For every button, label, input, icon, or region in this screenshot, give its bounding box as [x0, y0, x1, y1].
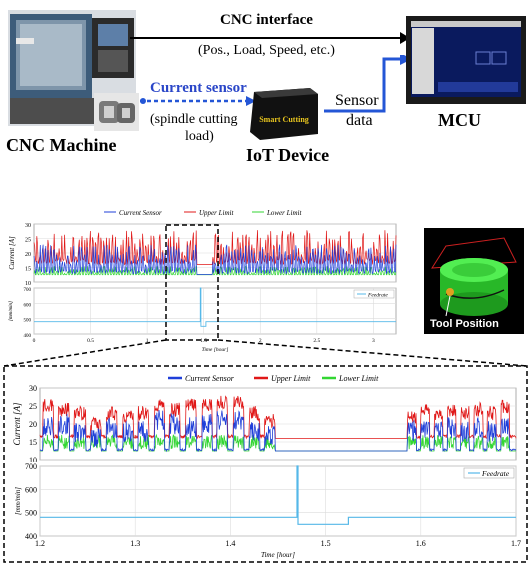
legend-label: Current Sensor	[185, 374, 235, 383]
current-sensor-label: Current sensor	[150, 80, 247, 96]
y-tick-label: 400	[25, 532, 37, 541]
zoom-current-chart: 30 25 20 15 10 Current [A] Current Sensor Upper…	[10, 370, 522, 465]
iot-device-image: Smart Cutting	[248, 84, 320, 142]
y-tick-label: 25	[29, 402, 37, 411]
x-tick-label: 1	[146, 338, 149, 344]
tool-position-label: Tool Position	[430, 318, 499, 330]
y-axis-label: [mm/min]	[9, 301, 14, 321]
legend-label: Upper Limit	[271, 374, 311, 383]
series-feedrate	[34, 287, 396, 327]
x-tick-label: 0.5	[87, 338, 94, 344]
y-axis-label: Current [A]	[12, 402, 22, 445]
x-axis-label: Time [hour]	[202, 347, 229, 353]
cnc-interface-arrow	[130, 32, 410, 44]
y-tick-label: 15	[25, 267, 31, 273]
y-tick-label: 600	[25, 485, 37, 494]
x-tick-label: 2.5	[313, 338, 320, 344]
cnc-machine-label: CNC Machine	[6, 135, 117, 155]
cnc-interface-subtitle: (Pos., Load, Speed, etc.)	[198, 43, 335, 58]
tool-position-image	[424, 228, 524, 334]
series-lower-limit	[33, 265, 397, 276]
x-tick-label: 0	[33, 338, 36, 344]
iot-device-brand: Smart Cutting	[259, 115, 309, 124]
x-tick-label: 1.3	[130, 539, 140, 548]
y-tick-label: 25	[25, 238, 31, 244]
x-tick-label: 1.5	[200, 338, 207, 344]
x-tick-label: 1.5	[321, 539, 331, 548]
y-axis-label: Current [A]	[8, 236, 16, 270]
x-tick-label: 1.4	[225, 539, 235, 548]
sensor-data-label-2: data	[346, 112, 373, 129]
series-current-sensor	[33, 244, 397, 275]
y-tick-label: 400	[24, 334, 32, 339]
sensor-data-label-1: Sensor	[335, 92, 379, 109]
legend-label: Feedrate	[367, 293, 388, 299]
y-tick-label: 700	[24, 288, 32, 293]
legend-label: Feedrate	[481, 469, 510, 478]
legend-box	[463, 467, 515, 479]
iot-device-label: IoT Device	[246, 145, 330, 165]
legend-label: Lower Limit	[266, 209, 302, 217]
overview-current-chart: 30 25 20 15 10 Current [A] Current Sensor Upper…	[4, 204, 402, 288]
y-tick-label: 10	[25, 281, 31, 287]
y-tick-label: 30	[29, 384, 37, 393]
y-tick-label: 15	[29, 438, 37, 447]
current-sensor-arrow	[140, 96, 256, 106]
plot-area	[39, 465, 517, 537]
zoom-feedrate-chart: 700 600 500 400 [mm/min] 1.2 1.3 1.4 1.5 1.6 1.7 Ti…	[10, 462, 522, 560]
y-tick-label: 700	[25, 462, 37, 471]
y-tick-label: 500	[25, 509, 37, 518]
y-tick-label: 20	[25, 252, 31, 258]
series-feedrate	[40, 465, 516, 525]
series-current-sensor	[39, 410, 517, 453]
y-tick-label: 10	[29, 456, 37, 462]
x-tick-label: 3	[372, 338, 375, 344]
legend-box	[353, 289, 395, 299]
y-tick-label: 500	[24, 319, 32, 324]
series-upper-limit	[33, 230, 397, 266]
x-tick-label: 2	[259, 338, 262, 344]
legend-label: Upper Limit	[199, 209, 234, 217]
y-tick-label: 600	[24, 303, 32, 308]
y-axis-label: [mm/min]	[14, 487, 22, 515]
current-sensor-image	[94, 93, 139, 131]
spindle-note-1: (spindle cutting	[150, 112, 238, 127]
x-axis-label: Time [hour]	[261, 551, 295, 559]
legend-label: Lower Limit	[338, 374, 379, 383]
x-tick-label: 1.2	[35, 539, 45, 548]
y-tick-label: 30	[25, 223, 31, 229]
x-tick-label: 1.7	[511, 539, 521, 548]
mcu-monitor-image	[406, 16, 526, 104]
spindle-note-2: load)	[185, 129, 214, 144]
series-upper-limit	[39, 395, 517, 440]
cnc-interface-title: CNC interface	[220, 12, 313, 28]
legend-label: Current Sensor	[119, 209, 162, 217]
x-tick-label: 1.6	[416, 539, 426, 548]
mcu-label: MCU	[438, 110, 481, 130]
y-tick-label: 20	[29, 420, 37, 429]
cnc-machine-image	[6, 8, 138, 128]
overview-feedrate-chart: 700 600 500 400 [mm/min] 0 0.5 1 1.5 2 2.5 3 Time [h…	[4, 286, 402, 356]
